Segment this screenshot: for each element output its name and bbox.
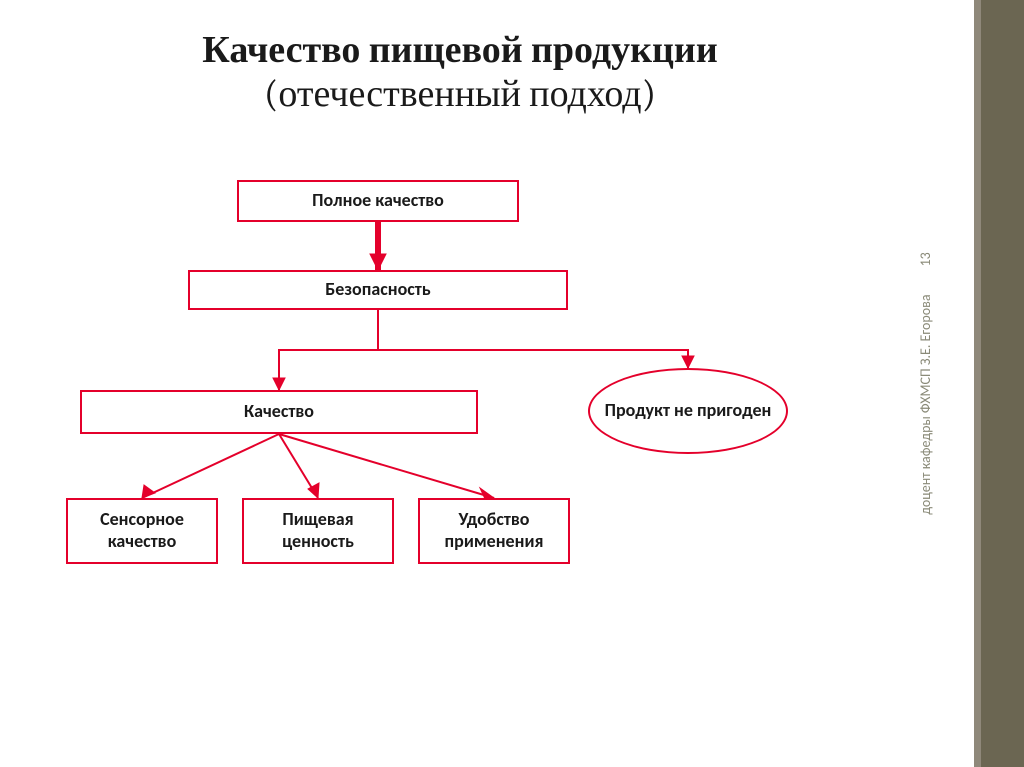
author-text: доцент кафедры ФХМСП З.Е. Егорова	[917, 294, 934, 514]
sidebar-band-light	[974, 0, 981, 767]
title-line2: (отечественный подход)	[0, 72, 920, 116]
slide-title: Качество пищевой продукции (отечественны…	[0, 28, 920, 116]
flowchart: Полное качество Безопасность Качество Проду…	[40, 150, 880, 730]
title-line1: Качество пищевой продукции	[0, 28, 920, 72]
node-n5: Сенсорное качество	[66, 498, 218, 564]
node-n7: Удобство применения	[418, 498, 570, 564]
node-n6: Пищевая ценность	[242, 498, 394, 564]
page-number: 13	[917, 252, 934, 266]
arrowhead-n2-n3	[273, 378, 285, 390]
slide: доцент кафедры ФХМСП З.Е. Егорова 13 Кач…	[0, 0, 1024, 767]
arrowhead-n1-n2	[370, 254, 386, 270]
edge-n3-n6	[279, 434, 318, 498]
edge-n2-n4	[378, 310, 688, 368]
arrowhead-n3-n5	[142, 485, 155, 498]
sidebar-band-dark	[981, 0, 1024, 767]
node-n4: Продукт не пригоден	[588, 368, 788, 454]
arrowhead-n3-n6	[308, 483, 319, 498]
node-n2: Безопасность	[188, 270, 568, 310]
node-n1: Полное качество	[237, 180, 519, 222]
edge-n3-n5	[142, 434, 279, 498]
edge-n2-n3	[279, 310, 378, 390]
arrowhead-n2-n4	[682, 356, 694, 368]
node-n3: Качество	[80, 390, 478, 434]
edge-n3-n7	[279, 434, 494, 498]
